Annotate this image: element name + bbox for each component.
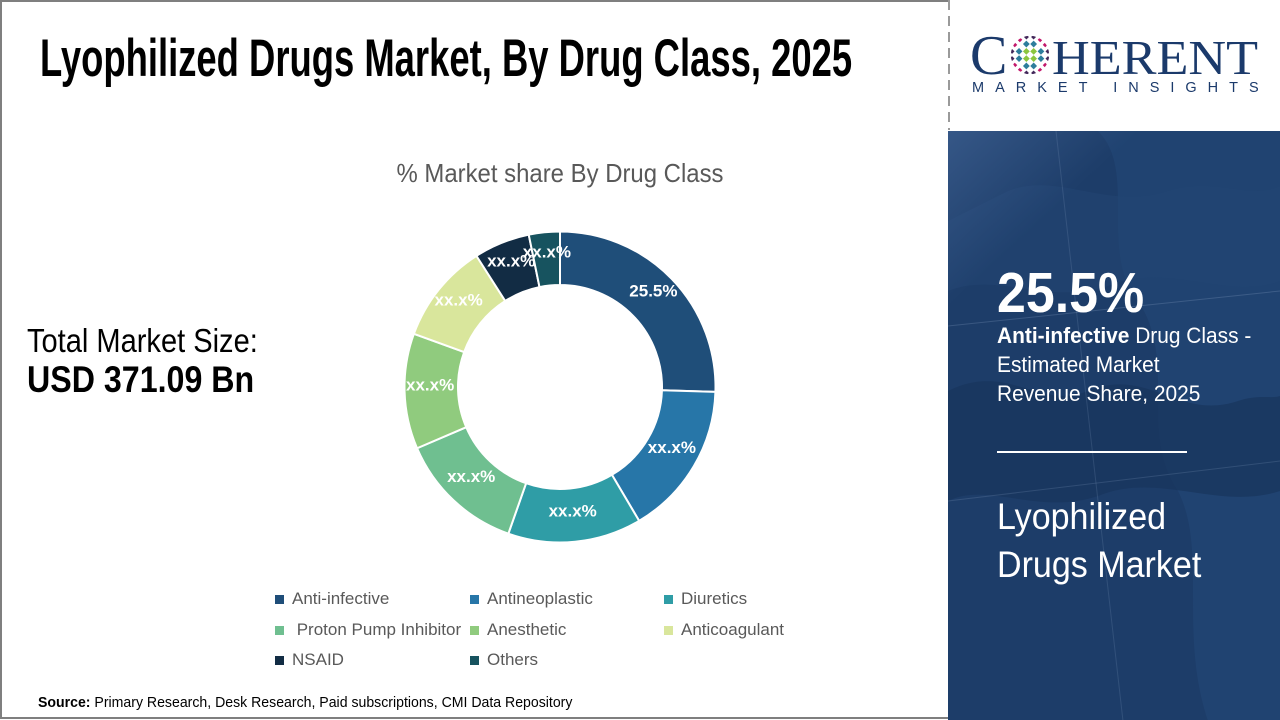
- svg-text:HERENT: HERENT: [1052, 30, 1258, 85]
- svg-text:xx.x%: xx.x%: [406, 376, 454, 395]
- svg-text:xx.x%: xx.x%: [523, 243, 571, 262]
- svg-text:MARKET INSIGHTS: MARKET INSIGHTS: [972, 80, 1270, 96]
- svg-text:25.5%: 25.5%: [629, 282, 677, 301]
- svg-text:xx.x%: xx.x%: [447, 467, 495, 486]
- svg-text:xx.x%: xx.x%: [487, 252, 535, 271]
- svg-text:xx.x%: xx.x%: [549, 501, 597, 520]
- svg-text:xx.x%: xx.x%: [434, 291, 482, 310]
- svg-text:C: C: [970, 25, 1007, 87]
- svg-text:xx.x%: xx.x%: [648, 438, 696, 457]
